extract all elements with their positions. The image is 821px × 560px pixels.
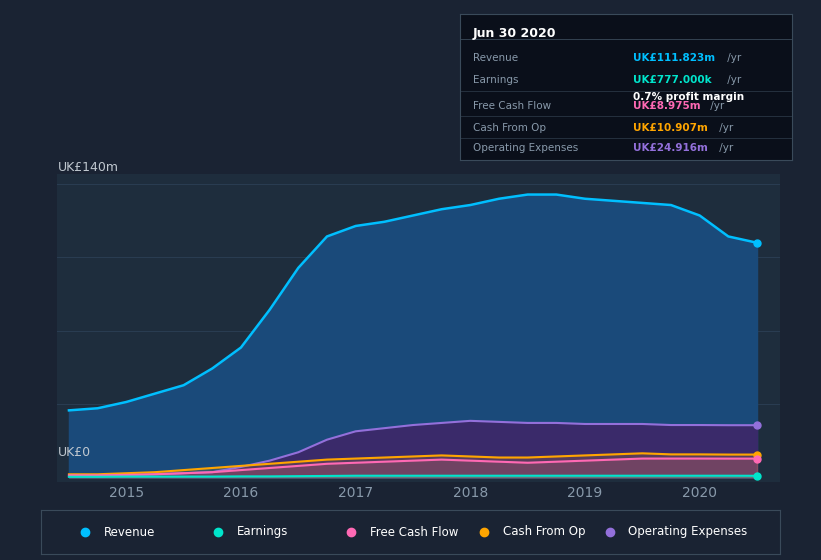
Text: /yr: /yr (708, 101, 725, 111)
Text: Revenue: Revenue (473, 53, 518, 63)
Text: Free Cash Flow: Free Cash Flow (370, 525, 458, 539)
Text: /yr: /yr (716, 143, 733, 153)
Text: UK£8.975m: UK£8.975m (633, 101, 700, 111)
Text: Jun 30 2020: Jun 30 2020 (473, 27, 557, 40)
Text: Earnings: Earnings (473, 74, 519, 85)
Text: Free Cash Flow: Free Cash Flow (473, 101, 551, 111)
Text: Cash From Op: Cash From Op (473, 123, 546, 133)
Text: Operating Expenses: Operating Expenses (629, 525, 748, 539)
Text: Earnings: Earnings (237, 525, 288, 539)
Text: /yr: /yr (716, 123, 733, 133)
Text: /yr: /yr (724, 53, 741, 63)
Text: Operating Expenses: Operating Expenses (473, 143, 578, 153)
Text: Revenue: Revenue (103, 525, 155, 539)
Text: UK£10.907m: UK£10.907m (633, 123, 708, 133)
Text: 0.7% profit margin: 0.7% profit margin (633, 92, 744, 102)
Text: UK£777.000k: UK£777.000k (633, 74, 711, 85)
Text: UK£111.823m: UK£111.823m (633, 53, 715, 63)
Text: /yr: /yr (724, 74, 741, 85)
Text: UK£0: UK£0 (57, 446, 90, 459)
Text: UK£140m: UK£140m (57, 161, 118, 174)
Text: UK£24.916m: UK£24.916m (633, 143, 708, 153)
Text: Cash From Op: Cash From Op (502, 525, 585, 539)
